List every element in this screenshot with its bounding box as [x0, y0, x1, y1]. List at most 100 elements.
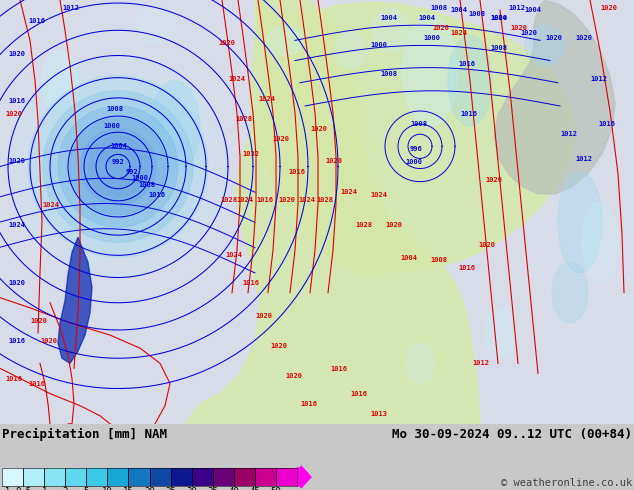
Text: 1028: 1028: [316, 197, 333, 203]
Bar: [276, 468, 297, 486]
Text: 1016: 1016: [256, 197, 273, 203]
Text: 40: 40: [228, 488, 239, 490]
FancyArrow shape: [297, 466, 311, 488]
Text: 1008: 1008: [430, 257, 447, 264]
Text: 1008: 1008: [106, 106, 123, 112]
Text: 2: 2: [63, 488, 68, 490]
Text: 1024: 1024: [450, 30, 467, 36]
Text: 1: 1: [41, 488, 47, 490]
Text: 1000: 1000: [405, 159, 422, 166]
Text: 1016: 1016: [28, 381, 45, 387]
Text: 1020: 1020: [325, 158, 342, 165]
Text: 0.1: 0.1: [0, 488, 10, 490]
Text: 1020: 1020: [285, 373, 302, 379]
Text: 45: 45: [250, 488, 260, 490]
Text: 1008: 1008: [410, 121, 427, 127]
Polygon shape: [267, 25, 303, 55]
Polygon shape: [58, 237, 92, 363]
Text: 1028: 1028: [235, 116, 252, 122]
Polygon shape: [88, 136, 148, 197]
Text: 1020: 1020: [8, 50, 25, 56]
Polygon shape: [525, 25, 565, 66]
Polygon shape: [558, 172, 602, 272]
Text: 1024: 1024: [228, 76, 245, 82]
Text: © weatheronline.co.uk: © weatheronline.co.uk: [501, 478, 632, 488]
Bar: [129, 468, 150, 486]
Text: 1008: 1008: [380, 71, 397, 77]
Polygon shape: [402, 15, 458, 126]
Polygon shape: [8, 55, 228, 277]
Text: 1020: 1020: [310, 126, 327, 132]
Text: 20: 20: [144, 488, 155, 490]
Polygon shape: [406, 343, 434, 384]
Text: 1016: 1016: [148, 192, 165, 198]
Polygon shape: [494, 0, 615, 194]
Bar: [44, 468, 65, 486]
Text: 1016: 1016: [598, 121, 615, 127]
Text: 1020: 1020: [270, 343, 287, 349]
Bar: [255, 468, 276, 486]
Text: 1008: 1008: [430, 5, 447, 11]
Text: Mo 30-09-2024 09..12 UTC (00+84): Mo 30-09-2024 09..12 UTC (00+84): [392, 428, 632, 441]
Text: 1028: 1028: [355, 222, 372, 228]
Text: 1024: 1024: [340, 189, 357, 195]
Text: 1016: 1016: [458, 266, 475, 271]
Text: 1012: 1012: [62, 5, 79, 11]
Polygon shape: [372, 8, 408, 52]
Text: 15: 15: [123, 488, 134, 490]
Text: 1028: 1028: [220, 197, 237, 203]
Polygon shape: [43, 91, 193, 242]
Text: Precipitation [mm] NAM: Precipitation [mm] NAM: [2, 428, 167, 441]
Text: 1012: 1012: [575, 156, 592, 163]
Bar: [191, 468, 213, 486]
Text: 1016: 1016: [8, 98, 25, 104]
Text: 10: 10: [102, 488, 113, 490]
Polygon shape: [28, 75, 208, 257]
Polygon shape: [42, 50, 78, 111]
Text: 1020: 1020: [5, 111, 22, 117]
Text: 1004: 1004: [490, 15, 507, 21]
Polygon shape: [185, 0, 480, 424]
Polygon shape: [80, 176, 110, 227]
Polygon shape: [70, 118, 166, 215]
Bar: [213, 468, 234, 486]
Text: 1024: 1024: [8, 222, 25, 228]
Text: 1020: 1020: [30, 318, 47, 324]
Text: 1016: 1016: [458, 61, 475, 67]
Text: 992: 992: [125, 169, 138, 175]
Polygon shape: [485, 308, 515, 358]
Text: 1024: 1024: [258, 96, 275, 102]
Polygon shape: [135, 7, 175, 44]
Text: 1024: 1024: [236, 197, 253, 203]
Text: 1020: 1020: [278, 197, 295, 203]
Polygon shape: [250, 0, 575, 274]
Text: 1012: 1012: [508, 5, 525, 11]
Text: 1020: 1020: [545, 35, 562, 41]
Text: 1000: 1000: [424, 35, 441, 41]
Text: 30: 30: [186, 488, 197, 490]
Text: 1020: 1020: [255, 313, 272, 319]
Text: 1024: 1024: [298, 197, 315, 203]
Text: 1004: 1004: [380, 15, 397, 21]
Text: 1020: 1020: [8, 158, 25, 165]
Text: 1012: 1012: [590, 76, 607, 82]
Text: 1000: 1000: [131, 175, 148, 181]
Text: 1020: 1020: [485, 177, 502, 183]
Text: 1004: 1004: [418, 15, 436, 21]
Text: 1008: 1008: [468, 11, 485, 17]
Polygon shape: [96, 145, 140, 189]
Text: 35: 35: [207, 488, 218, 490]
Bar: [234, 468, 255, 486]
Text: 1004: 1004: [524, 7, 541, 13]
Text: 1020: 1020: [520, 30, 537, 36]
Bar: [86, 468, 107, 486]
Text: 1020: 1020: [218, 40, 235, 47]
Text: 1020: 1020: [8, 280, 25, 286]
Text: 1020: 1020: [490, 15, 507, 21]
Text: 1016: 1016: [5, 376, 22, 383]
Text: 1000: 1000: [370, 43, 387, 49]
Text: 1016: 1016: [288, 169, 305, 174]
Text: 1020: 1020: [40, 338, 57, 344]
Bar: [171, 468, 191, 486]
Text: 1024: 1024: [42, 202, 59, 208]
